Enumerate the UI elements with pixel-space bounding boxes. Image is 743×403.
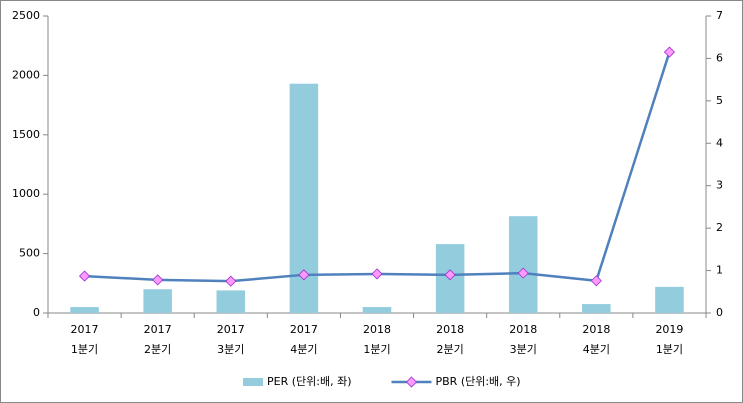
y2-tick-label: 6 bbox=[716, 51, 723, 64]
x-tick-label: 1분기 bbox=[656, 343, 683, 356]
y-tick-label: 500 bbox=[19, 247, 40, 260]
y2-tick-label: 5 bbox=[716, 94, 723, 107]
x-tick-label: 2017 bbox=[144, 323, 172, 336]
x-tick-label: 1분기 bbox=[363, 343, 390, 356]
marker bbox=[371, 268, 383, 280]
y-tick-label: 1500 bbox=[12, 128, 40, 141]
marker bbox=[152, 274, 164, 286]
x-tick-label: 2017 bbox=[217, 323, 245, 336]
x-tick-label: 3분기 bbox=[217, 343, 244, 356]
x-tick-label: 2분기 bbox=[436, 343, 463, 356]
y2-tick-label: 1 bbox=[716, 264, 723, 277]
x-tick-label: 4분기 bbox=[583, 343, 610, 356]
marker bbox=[78, 270, 91, 282]
x-tick-label: 2018 bbox=[582, 323, 610, 336]
x-tick-label: 2019 bbox=[655, 323, 683, 336]
bar bbox=[216, 290, 246, 313]
legend-label: PER (단위:배, 좌) bbox=[267, 375, 352, 388]
x-tick-label: 1분기 bbox=[71, 343, 98, 356]
marker bbox=[444, 269, 456, 281]
y-tick-label: 1000 bbox=[12, 187, 40, 200]
bar bbox=[582, 304, 611, 313]
x-tick-label: 4분기 bbox=[290, 343, 317, 356]
bar bbox=[655, 286, 684, 313]
bar bbox=[143, 289, 172, 313]
x-tick-label: 2018 bbox=[363, 323, 391, 336]
y2-tick-label: 0 bbox=[716, 306, 723, 319]
bar bbox=[362, 307, 392, 313]
y-tick-label: 0 bbox=[33, 306, 40, 319]
y2-tick-label: 2 bbox=[716, 221, 723, 234]
legend-marker bbox=[405, 376, 418, 388]
x-tick-label: 2017 bbox=[290, 323, 318, 336]
y2-tick-label: 4 bbox=[716, 136, 723, 149]
y2-tick-label: 3 bbox=[716, 179, 723, 192]
marker bbox=[663, 46, 676, 58]
marker bbox=[517, 267, 529, 279]
marker bbox=[590, 275, 602, 287]
y2-tick-label: 7 bbox=[716, 9, 723, 22]
bar bbox=[70, 307, 99, 313]
x-tick-label: 2분기 bbox=[144, 343, 171, 356]
y-tick-label: 2000 bbox=[12, 68, 40, 81]
x-tick-label: 2018 bbox=[436, 323, 464, 336]
x-tick-label: 3분기 bbox=[510, 343, 537, 356]
x-tick-label: 2017 bbox=[71, 323, 99, 336]
legend-swatch bbox=[243, 378, 263, 386]
x-tick-label: 2018 bbox=[509, 323, 537, 336]
bar bbox=[508, 216, 538, 313]
marker bbox=[225, 275, 237, 287]
marker bbox=[298, 269, 310, 281]
y-tick-label: 2500 bbox=[12, 9, 40, 22]
legend-label: PBR (단위:배, 우) bbox=[436, 375, 521, 388]
